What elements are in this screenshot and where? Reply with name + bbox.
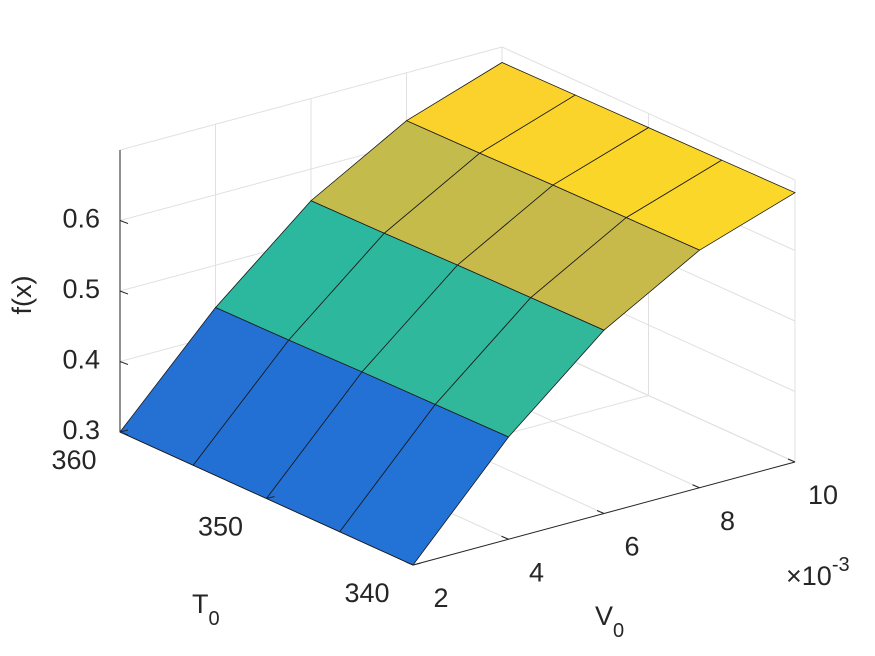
x-tick — [501, 535, 509, 540]
x-axis-label: V0 — [595, 601, 624, 642]
z-tick-label: 0.5 — [62, 274, 100, 304]
x-multiplier: ×10-3 — [786, 554, 850, 591]
x-tick-label: 8 — [720, 506, 735, 536]
x-tick-label: 6 — [624, 532, 639, 562]
x-tick — [596, 510, 605, 514]
x-multiplier-sub: -3 — [832, 554, 850, 576]
x-tick — [405, 561, 414, 566]
surface-patch — [339, 403, 510, 566]
x-tick — [692, 484, 700, 489]
z-tick — [119, 361, 129, 365]
z-tick — [119, 431, 129, 436]
y-tick-label: 340 — [344, 578, 389, 608]
y-axis-label: T0 — [192, 589, 220, 630]
y-tick — [412, 562, 422, 566]
z-axis-label: f(x) — [7, 276, 37, 315]
z-tick-label: 0.4 — [62, 345, 100, 375]
x-axis-label-sub: 0 — [613, 620, 624, 642]
x-tick-label: 2 — [433, 583, 448, 613]
z-tick-label: 0.6 — [62, 204, 100, 234]
x-multiplier-text: ×10 — [786, 561, 832, 591]
y-tick — [119, 429, 129, 433]
y-axis-label-sub: 0 — [209, 608, 220, 630]
z-tick — [119, 220, 129, 224]
x-tick-label: 10 — [808, 480, 838, 510]
x-tick — [787, 458, 796, 463]
y-tick-label: 350 — [198, 512, 243, 542]
x-axis-label-text: V — [595, 601, 613, 631]
x-tick-label: 4 — [529, 557, 544, 587]
z-tick — [119, 290, 129, 295]
y-axis-label-text: T — [192, 589, 209, 619]
y-tick-label: 360 — [51, 445, 96, 475]
y-tick — [266, 496, 275, 499]
z-tick-label: 0.3 — [62, 415, 100, 445]
